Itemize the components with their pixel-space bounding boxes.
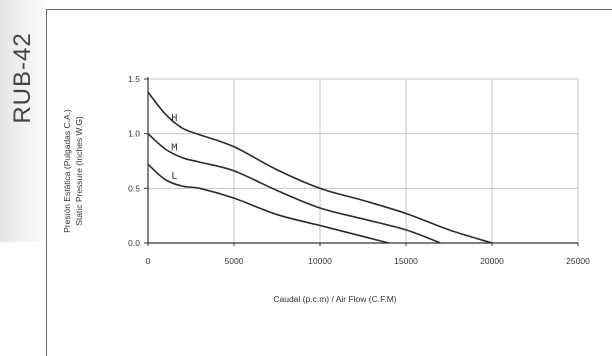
x-tick-label: 0 [146, 256, 151, 266]
series-label-m: M [171, 143, 177, 154]
series-label-h: H [171, 113, 177, 124]
y-tick-label: 0.5 [128, 183, 140, 193]
x-tick-label: 15000 [394, 256, 418, 266]
series-line-m [147, 133, 441, 244]
model-tab: RUB-42 [0, 0, 46, 242]
y-axis-label: Static Pressure (Inches W.G) [74, 116, 84, 226]
labels: H M L [171, 113, 177, 182]
x-tick-label: 20000 [480, 256, 504, 266]
series-label-l: L [171, 171, 177, 182]
curves [147, 91, 493, 244]
x-axis-label: Caudal (p.c.m) / Air Flow (C.F.M) [273, 294, 396, 304]
x-tick-label: 5000 [225, 256, 244, 266]
series-line-l [147, 163, 389, 244]
x-tick-label: 25000 [566, 256, 590, 266]
axes: 0.0 0.5 1.0 1.5 0 5000 10000 15000 20000 25000 Cau… [62, 74, 590, 304]
series-line-h [147, 91, 493, 244]
y-tick-label: 0.0 [128, 238, 140, 248]
x-tick-label: 10000 [308, 256, 332, 266]
plot-area [148, 79, 578, 243]
y-axis-label: Presión Estática (Pulgadas C.A.) [62, 109, 72, 233]
panel-border [46, 9, 612, 356]
grid [148, 78, 579, 243]
y-tick-label: 1.5 [128, 74, 140, 84]
y-tick-label: 1.0 [128, 129, 140, 139]
